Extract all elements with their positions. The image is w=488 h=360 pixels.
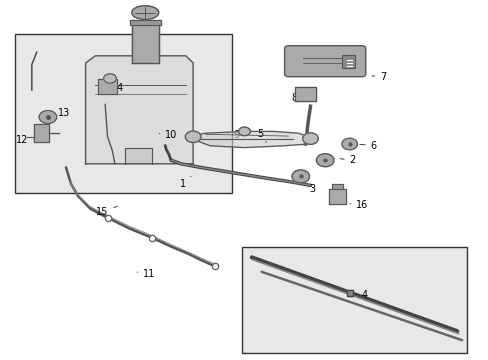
Circle shape xyxy=(103,74,116,83)
Polygon shape xyxy=(132,23,159,63)
Text: 7: 7 xyxy=(371,72,386,82)
Ellipse shape xyxy=(132,6,158,19)
Polygon shape xyxy=(185,131,315,148)
Text: 14: 14 xyxy=(105,83,123,93)
Polygon shape xyxy=(129,20,161,25)
Bar xyxy=(342,55,354,68)
Polygon shape xyxy=(34,124,49,142)
Polygon shape xyxy=(124,148,151,164)
Polygon shape xyxy=(294,87,316,101)
Text: 3: 3 xyxy=(303,182,315,194)
Text: 5: 5 xyxy=(256,129,266,142)
Text: 10: 10 xyxy=(159,130,177,140)
Text: 2: 2 xyxy=(340,155,355,165)
Text: 13: 13 xyxy=(53,108,70,121)
Circle shape xyxy=(291,170,309,183)
Polygon shape xyxy=(98,79,117,94)
Polygon shape xyxy=(85,56,193,164)
Circle shape xyxy=(238,127,250,136)
Text: 9: 9 xyxy=(227,130,240,140)
Circle shape xyxy=(185,131,201,143)
Text: 8: 8 xyxy=(290,93,302,103)
Polygon shape xyxy=(331,184,343,189)
Circle shape xyxy=(39,111,57,123)
Circle shape xyxy=(302,133,318,144)
Text: 16: 16 xyxy=(349,200,367,210)
Text: 6: 6 xyxy=(359,141,376,151)
Text: 11: 11 xyxy=(137,269,155,279)
Circle shape xyxy=(341,138,357,150)
FancyBboxPatch shape xyxy=(284,46,365,77)
Bar xyxy=(242,247,466,353)
Circle shape xyxy=(316,154,333,167)
Text: 12: 12 xyxy=(16,135,35,145)
Polygon shape xyxy=(328,189,346,204)
Text: 15: 15 xyxy=(96,206,117,217)
Text: 1: 1 xyxy=(179,176,191,189)
Text: 4: 4 xyxy=(354,290,367,300)
Bar xyxy=(15,34,232,193)
